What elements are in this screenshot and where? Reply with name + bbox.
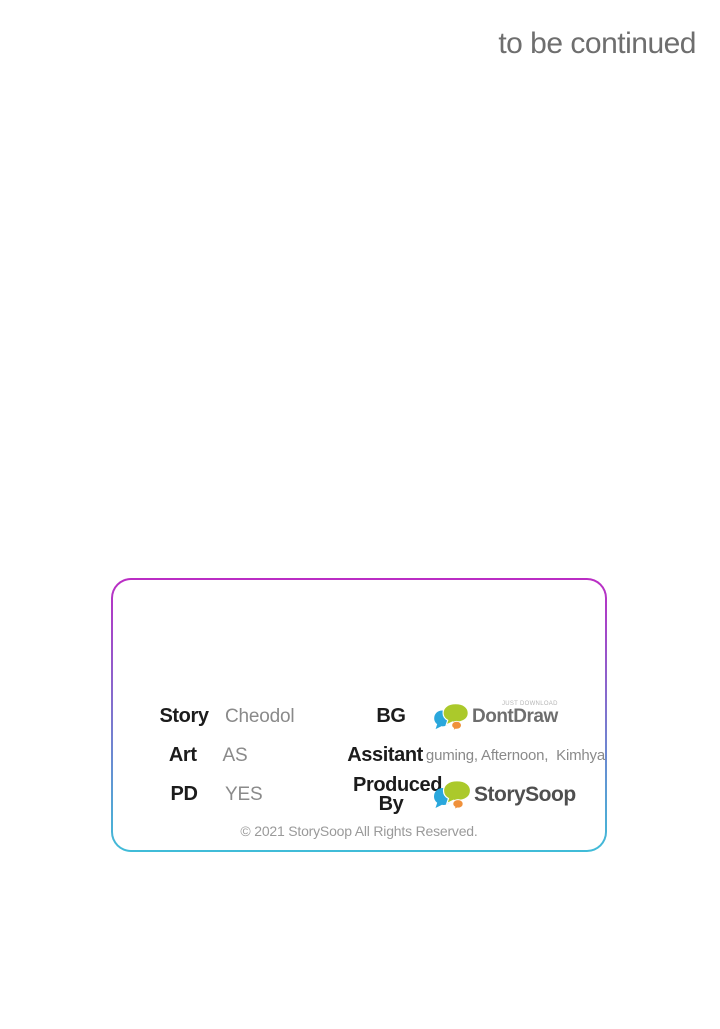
dontdraw-tagline: JUST DOWNLOAD: [501, 700, 558, 707]
dontdraw-logo: DontDraw JUST DOWNLOAD: [432, 700, 558, 731]
storysoop-logo: StorySoop: [432, 779, 576, 810]
story-value: Cheodol: [225, 705, 295, 727]
art-label: Art: [168, 744, 197, 766]
speech-bubbles-icon: [432, 702, 470, 731]
pd-value: YES: [225, 783, 263, 805]
to-be-continued-text: to be continued: [498, 27, 696, 60]
credit-row-pd-producedby: PD YES Produced By: [113, 775, 605, 814]
art-value: AS: [222, 744, 248, 766]
dontdraw-wordmark: DontDraw JUST DOWNLOAD: [472, 700, 558, 727]
assistant-label: Assitant: [347, 744, 423, 766]
credit-row-art-assistant: Art AS Assitant guming, Afternoon, Kimhy…: [113, 736, 605, 775]
credits-card: Story Cheodol BG: [113, 580, 605, 850]
credits-rows: Story Cheodol BG: [113, 697, 605, 814]
produced-by-label: Produced By: [353, 773, 443, 815]
bg-value: DontDraw JUST DOWNLOAD: [432, 700, 605, 731]
story-label: Story: [159, 705, 209, 727]
assistant-value: guming, Afternoon, Kimhya: [425, 747, 605, 764]
pd-label: PD: [170, 783, 198, 805]
speech-bubbles-icon: [432, 779, 472, 810]
copyright-text: © 2021 StorySoop All Rights Reserved.: [240, 823, 478, 839]
credits-card-border: Story Cheodol BG: [111, 578, 607, 852]
produced-by-value: StorySoop: [432, 779, 605, 810]
credit-row-story-bg: Story Cheodol BG: [113, 697, 605, 736]
storysoop-wordmark: StorySoop: [474, 782, 576, 806]
bg-label: BG: [376, 705, 406, 727]
